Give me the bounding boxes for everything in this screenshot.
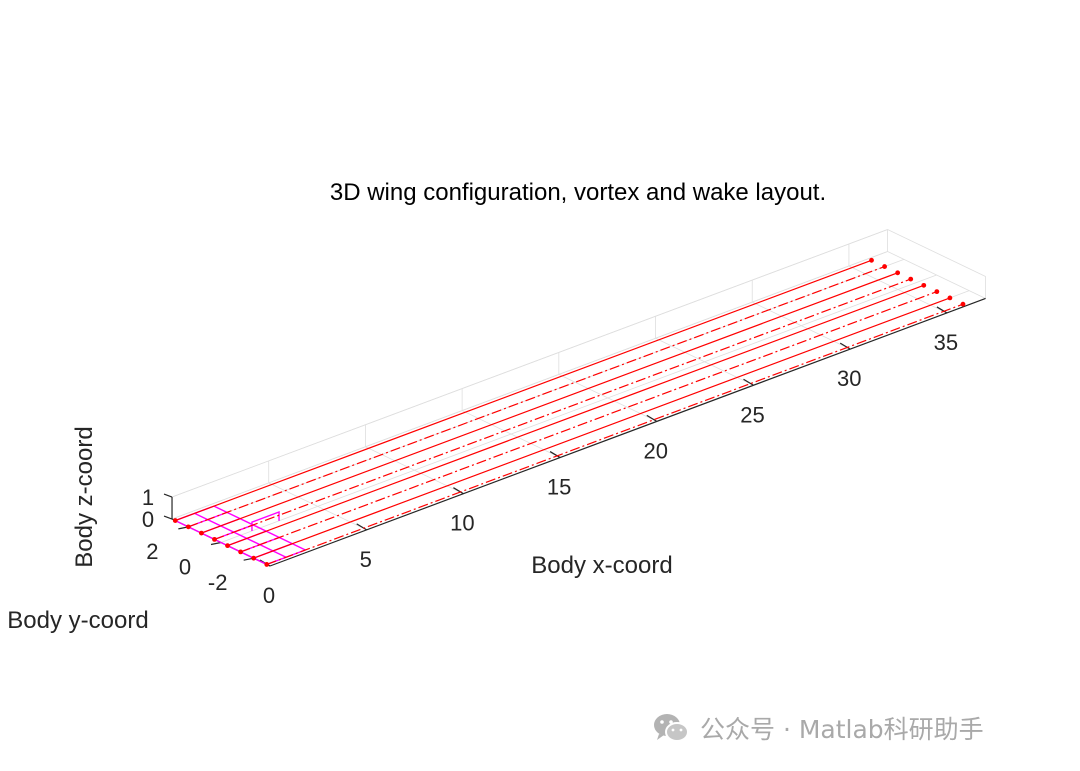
wake-line-5 <box>214 278 911 540</box>
wake-start-point <box>172 518 178 523</box>
wake-end-point <box>934 289 940 295</box>
wake-end-point <box>908 276 914 282</box>
wake-end-point <box>895 270 901 276</box>
wake-end-point <box>960 301 966 307</box>
z-tick-label: 0 <box>142 507 154 532</box>
x-tick-mark <box>839 342 851 350</box>
wake-line-6 <box>201 272 898 534</box>
wake-line-3 <box>240 291 938 553</box>
watermark-text: 公众号 · Matlab科研助手 <box>700 715 984 744</box>
y-tick-mark <box>210 541 222 546</box>
x-axis-label: Body x-coord <box>531 552 672 579</box>
wing-chord-line <box>174 519 268 566</box>
x-tick-label: 25 <box>740 402 764 427</box>
x-tick-mark <box>936 306 948 314</box>
x-tick-label: 5 <box>360 547 372 572</box>
grid-line <box>171 251 888 520</box>
grid-line <box>887 229 986 277</box>
wake-line-2 <box>253 297 951 559</box>
y-tick-label: 0 <box>179 555 191 580</box>
wake-end-point <box>947 295 953 301</box>
x-tick-label: 10 <box>450 511 474 536</box>
wake-end-point <box>882 264 887 269</box>
x-tick-label: 35 <box>934 330 958 355</box>
x-tick-mark <box>356 523 368 531</box>
z-tick-mark <box>163 493 173 498</box>
wing-panels <box>174 505 306 566</box>
wechat-icon <box>654 714 689 742</box>
wing-chord-line <box>213 505 306 551</box>
x-tick-label: 20 <box>644 438 668 463</box>
tail-fin-outline <box>251 511 280 531</box>
wake-line-4 <box>227 284 924 547</box>
z-tick-label: 1 <box>142 485 154 510</box>
wake-start-point <box>251 555 257 561</box>
grid-line <box>220 274 937 543</box>
watermark: 公众号 · Matlab科研助手 <box>652 708 984 748</box>
x-tick-label: 0 <box>263 583 275 608</box>
grid-line <box>171 229 888 498</box>
wake-line-7 <box>188 266 885 528</box>
x-tick-label: 15 <box>547 475 571 500</box>
wake-start-point <box>264 562 270 567</box>
wake-line-1 <box>266 303 964 565</box>
z-tick-mark <box>163 515 173 520</box>
wake-start-point <box>238 549 244 555</box>
wing-chord-line <box>194 512 287 558</box>
wake-end-point <box>921 282 927 288</box>
wake-line-8 <box>175 259 872 522</box>
y-tick-label: 2 <box>146 539 158 564</box>
grid-lines <box>171 229 986 567</box>
x-tick-label: 30 <box>837 366 861 391</box>
x-axis-line <box>269 297 986 567</box>
axes <box>163 297 986 567</box>
wake-end-point <box>869 257 874 263</box>
chart-title: 3D wing configuration, vortex and wake l… <box>330 179 826 206</box>
wake-start-point <box>225 543 230 549</box>
y-tick-label: -2 <box>208 570 228 595</box>
x-tick-mark <box>743 378 754 386</box>
wake-start-point <box>199 530 204 536</box>
wake-series <box>172 257 966 567</box>
wake-start-point <box>212 536 217 542</box>
x-tick-mark <box>453 487 464 495</box>
x-tick-mark <box>646 414 658 422</box>
y-axis-label: Body y-coord <box>7 607 148 634</box>
z-axis-label: Body z-coord <box>71 426 98 567</box>
x-tick-mark <box>549 451 561 459</box>
wake-start-point <box>185 524 191 530</box>
